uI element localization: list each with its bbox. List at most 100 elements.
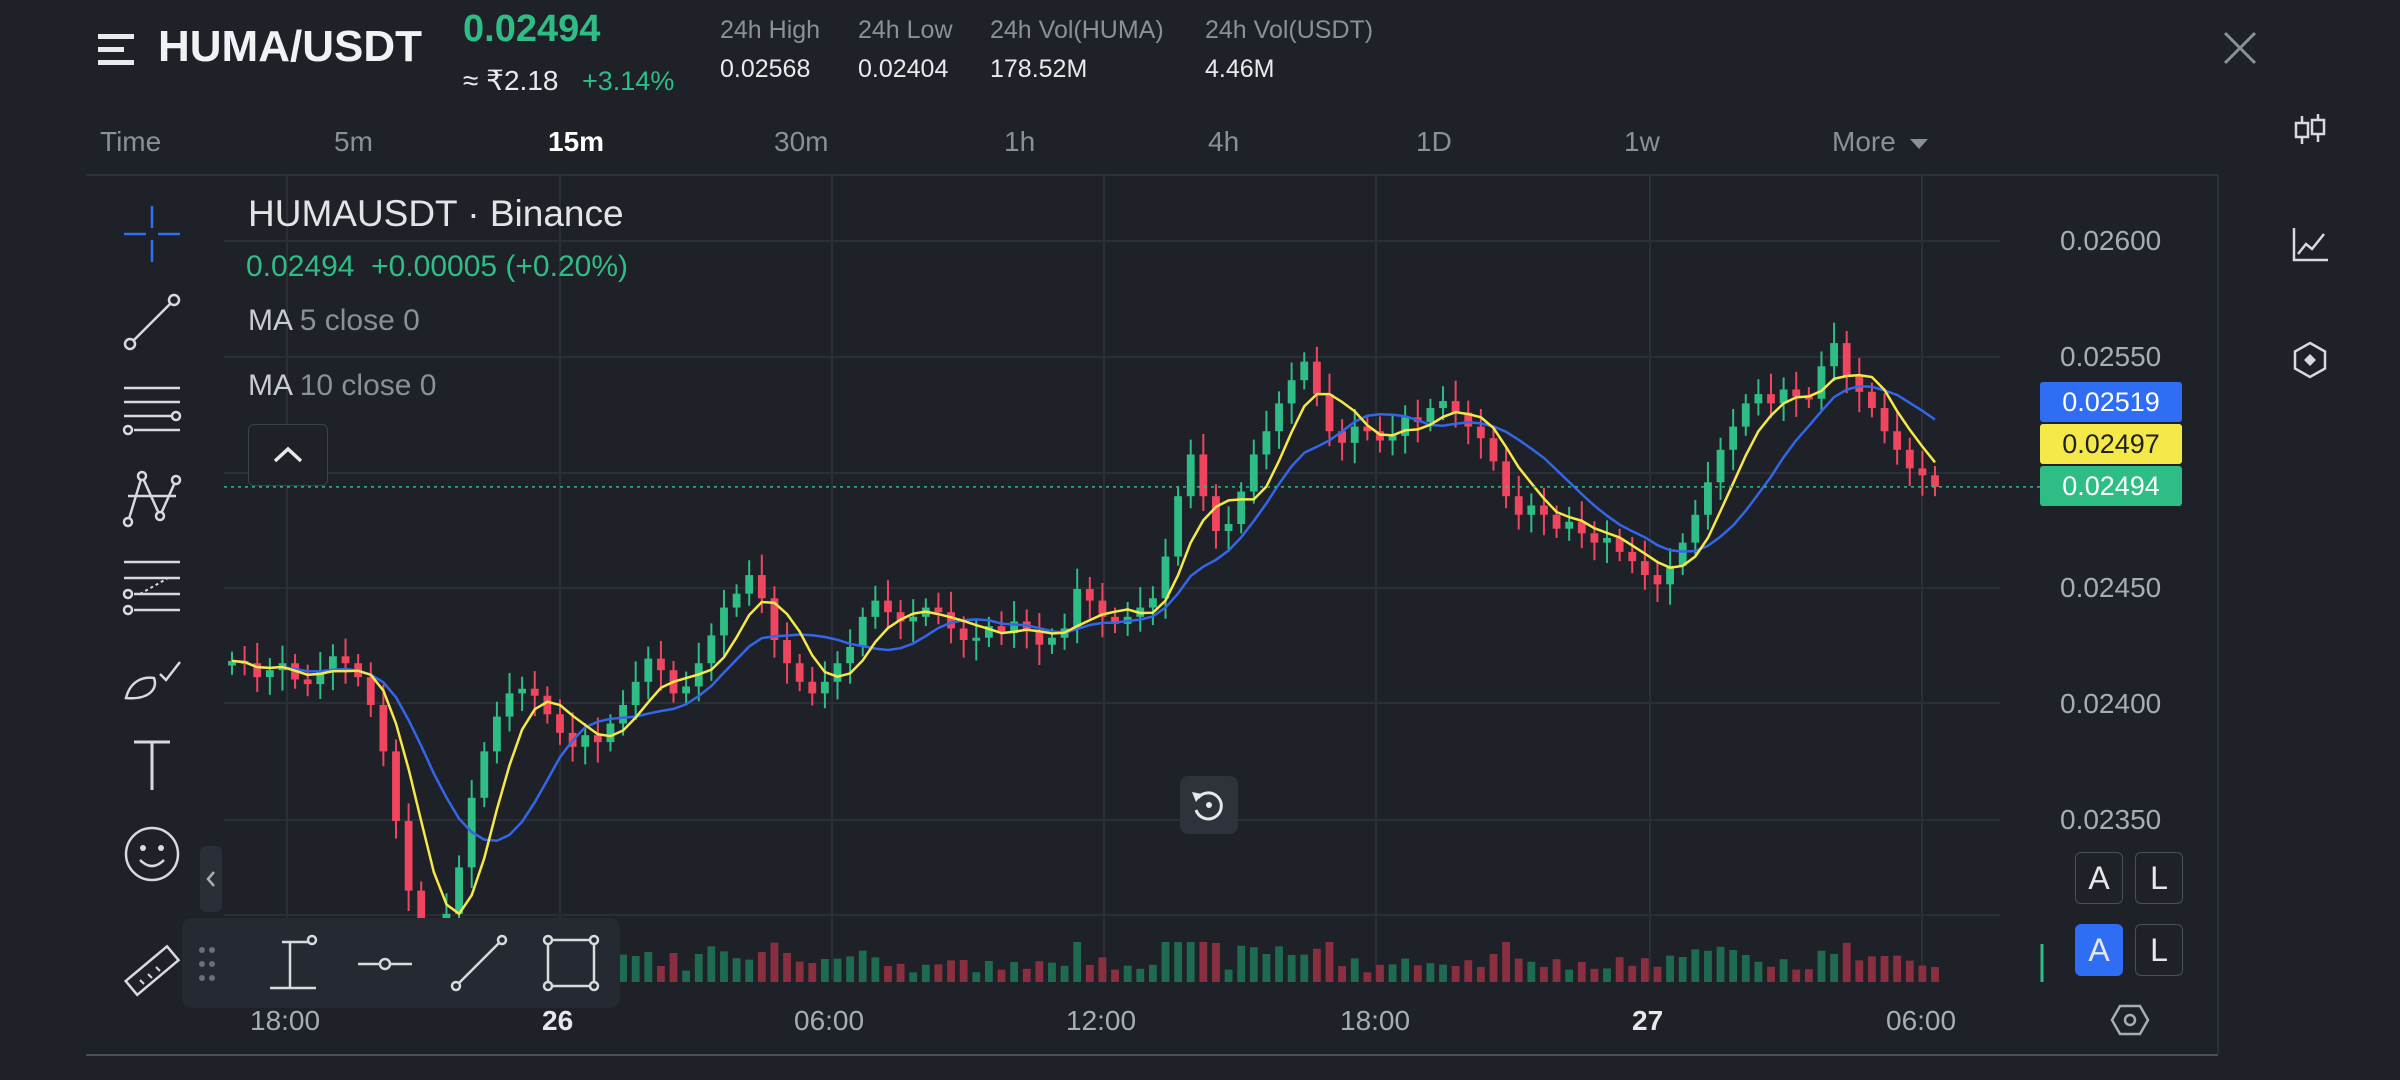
emoji-icon[interactable] bbox=[120, 822, 184, 886]
horizontal-lines-icon[interactable] bbox=[120, 378, 184, 442]
volume-bar bbox=[1085, 965, 1094, 982]
legend-collapse-button[interactable] bbox=[248, 424, 328, 486]
volume-bar bbox=[1439, 964, 1447, 982]
candlestick-icon[interactable] bbox=[2290, 110, 2330, 150]
candle-body bbox=[1249, 454, 1258, 492]
volume-bar bbox=[997, 969, 1006, 982]
candle-body bbox=[1552, 514, 1561, 529]
menu-icon[interactable] bbox=[96, 30, 136, 70]
price-range-icon[interactable] bbox=[260, 930, 322, 996]
volume-bar bbox=[1376, 964, 1384, 982]
volume-bar bbox=[770, 942, 779, 982]
candle-body bbox=[1439, 401, 1447, 409]
tf-1w[interactable]: 1w bbox=[1624, 126, 1660, 157]
last-price-tag: 0.02494 bbox=[2040, 466, 2182, 506]
volume-bar bbox=[1325, 942, 1334, 982]
candle-body bbox=[1905, 449, 1914, 469]
volume-bar bbox=[1880, 956, 1889, 982]
log-scale-button[interactable]: L bbox=[2135, 852, 2183, 904]
candle-body bbox=[934, 607, 943, 613]
candle-body bbox=[720, 607, 728, 636]
candle-body bbox=[1401, 417, 1410, 436]
tf-1h[interactable]: 1h bbox=[1004, 126, 1036, 157]
volume-bar bbox=[1590, 968, 1599, 982]
y-tick: 0.02550 bbox=[2060, 341, 2162, 372]
rectangle-icon[interactable] bbox=[540, 932, 602, 994]
settings-hex-icon[interactable] bbox=[2290, 340, 2330, 380]
tf-15m[interactable]: 15m bbox=[548, 126, 605, 157]
candle-body bbox=[493, 716, 501, 752]
reset-view-button[interactable] bbox=[1180, 776, 1238, 834]
brush-icon[interactable] bbox=[120, 642, 184, 706]
x-tick: 18:00 bbox=[250, 1005, 321, 1036]
line-chart-icon[interactable] bbox=[2290, 224, 2330, 264]
volume-bar bbox=[1729, 950, 1738, 982]
candle-body bbox=[1237, 491, 1246, 525]
volume-log-scale-button[interactable]: L bbox=[2135, 924, 2183, 976]
segment-icon[interactable] bbox=[448, 932, 510, 994]
candle-body bbox=[505, 693, 514, 717]
tf-more-label: More bbox=[1832, 126, 1896, 157]
candle-body bbox=[329, 656, 337, 673]
candle-body bbox=[1842, 343, 1851, 376]
pair-title[interactable]: HUMA/USDT bbox=[158, 22, 422, 71]
candle-body bbox=[480, 751, 489, 798]
x-tick: 26 bbox=[542, 1005, 574, 1036]
volume-bar bbox=[1716, 946, 1725, 982]
candle-body bbox=[820, 681, 829, 694]
candle-body bbox=[1085, 589, 1094, 601]
candle-body bbox=[1048, 637, 1056, 645]
candle-body bbox=[455, 867, 463, 914]
stat-label-low: 24h Low bbox=[858, 16, 953, 44]
ma5-legend[interactable]: MA 5 close 0 bbox=[248, 304, 420, 338]
volume-bar bbox=[1262, 954, 1271, 982]
crosshair-icon[interactable] bbox=[120, 202, 184, 266]
volume-bar bbox=[947, 960, 955, 982]
volume-bar bbox=[1489, 954, 1498, 982]
candle-body bbox=[341, 656, 350, 664]
tf-5m[interactable]: 5m bbox=[334, 126, 373, 157]
drag-handle-icon[interactable] bbox=[198, 944, 216, 984]
candle-body bbox=[1502, 461, 1511, 497]
volume-bar bbox=[1804, 969, 1813, 982]
volume-bar bbox=[1212, 943, 1220, 982]
tf-1d[interactable]: 1D bbox=[1416, 126, 1452, 157]
volume-bar bbox=[1199, 942, 1208, 982]
ma5-label: MA bbox=[248, 304, 292, 337]
volume-auto-scale-button[interactable]: A bbox=[2075, 924, 2123, 976]
volume-bar bbox=[720, 951, 728, 982]
volume-bar bbox=[694, 954, 703, 982]
candle-body bbox=[1363, 426, 1372, 432]
time-axis-settings-icon[interactable] bbox=[2110, 1000, 2150, 1040]
horizontal-ray-icon[interactable] bbox=[354, 944, 416, 984]
tf-time[interactable]: Time bbox=[100, 126, 162, 157]
volume-bar bbox=[732, 958, 741, 982]
pattern-icon[interactable] bbox=[120, 466, 184, 530]
floating-drawing-toolbar[interactable] bbox=[182, 918, 620, 1008]
candle-body bbox=[265, 670, 274, 678]
y-tick: 0.02450 bbox=[2060, 572, 2162, 603]
ma10-legend[interactable]: MA 10 close 0 bbox=[248, 369, 436, 403]
y-tick: 0.02350 bbox=[2060, 804, 2162, 835]
candle-body bbox=[1350, 426, 1359, 443]
volume-bar bbox=[1918, 965, 1927, 982]
ma5-price-tag: 0.02497 bbox=[2040, 424, 2182, 464]
volume-bar bbox=[1893, 955, 1902, 982]
auto-scale-button[interactable]: A bbox=[2075, 852, 2123, 904]
tf-30m[interactable]: 30m bbox=[774, 126, 829, 157]
toolbar-collapse-handle[interactable] bbox=[200, 846, 222, 912]
ruler-icon[interactable] bbox=[120, 940, 184, 1004]
candle-body bbox=[1640, 561, 1649, 576]
candle-body bbox=[392, 751, 400, 821]
volume-bar bbox=[619, 954, 627, 982]
candle-body bbox=[770, 598, 779, 641]
volume-bar bbox=[631, 956, 640, 982]
fib-icon[interactable] bbox=[120, 554, 184, 618]
text-icon[interactable] bbox=[120, 732, 184, 796]
inr-price: ≈ ₹2.18 bbox=[463, 65, 559, 96]
tf-more[interactable]: More bbox=[1832, 126, 1928, 158]
close-icon[interactable] bbox=[2222, 30, 2258, 66]
tf-4h[interactable]: 4h bbox=[1208, 126, 1240, 157]
trendline-icon[interactable] bbox=[120, 290, 184, 354]
